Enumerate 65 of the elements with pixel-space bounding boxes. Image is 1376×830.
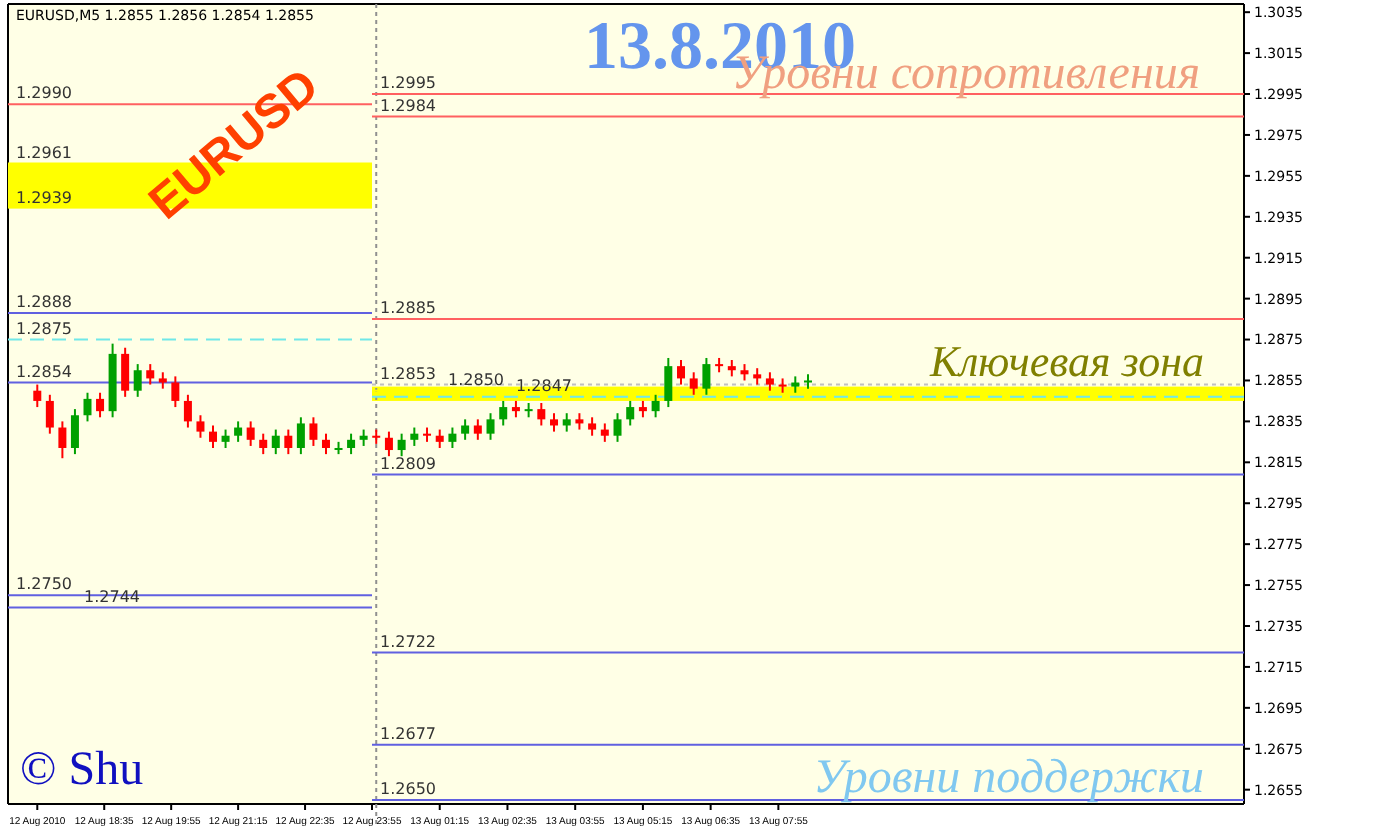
candlestick: [537, 401, 546, 427]
annotation: Ключевая зона: [927, 336, 1204, 386]
candlestick: [600, 422, 609, 443]
candlestick: [626, 399, 635, 427]
candlestick: [96, 391, 105, 419]
candlestick: [435, 428, 444, 449]
candlestick: [321, 432, 330, 456]
candlestick: [259, 432, 268, 456]
ref-line-label: 1.2995: [380, 74, 436, 93]
ref-line-label: 1.2885: [380, 299, 436, 318]
candlestick: [121, 346, 130, 398]
candlestick: [384, 430, 393, 458]
candlestick: [83, 391, 92, 423]
candlestick: [246, 420, 255, 447]
ref-line-label: 1.2677: [380, 724, 436, 743]
annotation: Уровни поддержки: [813, 752, 1204, 804]
ref-line-label: 1.2888: [16, 292, 72, 311]
candlestick: [588, 416, 597, 437]
annotation: © Shu: [20, 744, 144, 796]
candlestick: [196, 414, 205, 439]
candlestick: [234, 420, 243, 443]
candlestick: [271, 428, 280, 456]
candlestick: [133, 363, 142, 398]
candlestick: [221, 428, 230, 449]
candlestick: [677, 359, 686, 386]
candlestick: [70, 408, 79, 456]
candlestick: [499, 399, 508, 427]
candlestick: [397, 432, 406, 458]
candlestick: [461, 418, 470, 441]
ref-line-label: 1.2809: [380, 454, 436, 473]
ref-line-label: 1.2984: [380, 96, 436, 115]
candlestick: [778, 377, 787, 394]
band-label: 1.2939: [16, 188, 72, 207]
candlestick: [410, 426, 419, 447]
candlestick: [550, 412, 559, 433]
candlestick: [33, 383, 42, 409]
candlestick: [58, 420, 67, 460]
candlestick: [296, 416, 305, 456]
candlestick: [347, 432, 356, 456]
ref-line-label: 1.2750: [16, 575, 72, 594]
candlestick: [664, 356, 673, 409]
ref-line-label: 1.2722: [380, 632, 436, 651]
candlestick: [146, 363, 155, 386]
candlestick: [284, 428, 293, 456]
candlestick: [309, 416, 318, 447]
candlestick: [183, 393, 192, 429]
candlestick: [702, 356, 711, 396]
candlestick: [209, 424, 218, 449]
candlestick: [613, 412, 622, 443]
candlestick: [765, 371, 774, 392]
candlestick: [486, 412, 495, 441]
candlestick: [171, 375, 180, 409]
ref-line-label: 1.2875: [16, 319, 72, 338]
ref-line-label: 1.2650: [380, 779, 436, 798]
candlestick: [689, 371, 698, 396]
ref-line-label: 1.2850: [448, 370, 504, 389]
candlestick: [473, 418, 482, 441]
candlestick: [562, 412, 571, 433]
candlestick: [448, 426, 457, 449]
ref-line-label: 1.2854: [16, 362, 72, 381]
candlestick: [45, 393, 54, 435]
ref-line-label: 1.2853: [380, 364, 436, 383]
candlestick: [651, 393, 660, 419]
ref-line-label: 1.2990: [16, 84, 72, 103]
ref-line-label: 1.2961: [16, 143, 72, 162]
